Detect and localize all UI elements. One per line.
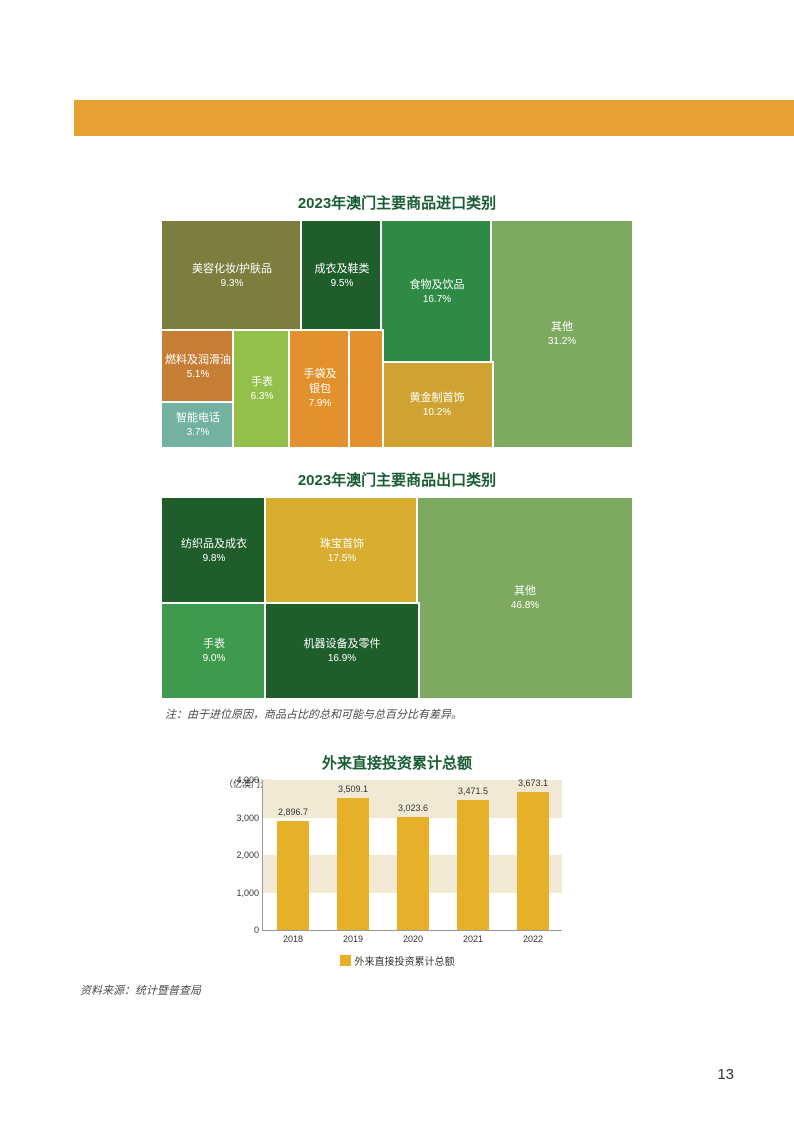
bar-column: 3,471.52021 xyxy=(457,800,489,930)
bar-ytick: 4,000 xyxy=(227,775,259,785)
page-number: 13 xyxy=(717,1066,734,1083)
treemap-cell: 其他46.8% xyxy=(418,498,632,698)
export-treemap: 纺织品及成衣9.8%珠宝首饰17.5%其他46.8%手表9.0%机器设备及零件1… xyxy=(162,498,632,698)
treemap-cell-label: 美容化妆/护肤品 xyxy=(192,262,272,277)
treemap-cell: 燃料及润滑油5.1% xyxy=(162,331,234,403)
bar-ytick: 1,000 xyxy=(227,888,259,898)
import-chart-title: 2023年澳门主要商品进口类别 xyxy=(0,192,794,213)
treemap-cell: 手表6.3% xyxy=(234,331,290,447)
treemap-cell-pct: 16.7% xyxy=(423,293,451,307)
page-content: 2023年澳门主要商品进口类别 美容化妆/护肤品9.3%成衣及鞋类9.5%食物及… xyxy=(0,170,794,998)
bar-value-label: 3,673.1 xyxy=(517,778,549,788)
treemap-cell-label: 手袋及 xyxy=(304,367,337,382)
treemap-cell-label: 黄金制首饰 xyxy=(410,391,465,406)
treemap-cell-pct: 5.1% xyxy=(187,368,210,382)
treemap-cell: 手袋及银包7.9% xyxy=(290,331,350,447)
treemap-cell-pct: 9.5% xyxy=(331,277,354,291)
treemap-cell-pct: 7.9% xyxy=(309,397,332,411)
treemap-cell-label: 其他 xyxy=(551,320,573,335)
top-accent-bar xyxy=(74,100,794,136)
export-chart-title: 2023年澳门主要商品出口类别 xyxy=(0,469,794,490)
treemap-cell-label: 燃料及润滑油 xyxy=(165,353,231,368)
bar-rect xyxy=(337,798,369,930)
treemap-cell-pct: 16.9% xyxy=(328,652,356,666)
treemap-cell-label: 纺织品及成衣 xyxy=(181,537,247,552)
data-source: 资料来源：统计暨普查局 xyxy=(80,982,794,998)
bar-rect xyxy=(277,821,309,930)
bar-value-label: 3,509.1 xyxy=(337,784,369,794)
bar-ytick: 2,000 xyxy=(227,850,259,860)
treemap-cell: 黄金制首饰10.2% xyxy=(382,363,492,447)
treemap-cell-pct: 3.7% xyxy=(187,426,210,440)
chart-note: 注：由于进位原因，商品占比的总和可能与总百分比有差异。 xyxy=(165,706,794,722)
bar-value-label: 3,471.5 xyxy=(457,786,489,796)
treemap-cell-pct: 9.0% xyxy=(203,652,226,666)
treemap-cell-pct: 6.3% xyxy=(251,390,274,404)
bar-column: 3,023.62020 xyxy=(397,817,429,930)
treemap-cell-label: 其他 xyxy=(514,584,536,599)
treemap-cell: 珠宝首饰17.5% xyxy=(266,498,418,604)
bar-x-label: 2022 xyxy=(517,934,549,944)
bar-x-label: 2018 xyxy=(277,934,309,944)
treemap-cell-label: 手表 xyxy=(203,637,225,652)
bar-rect xyxy=(397,817,429,930)
treemap-cell xyxy=(350,331,382,447)
treemap-cell-label: 成衣及鞋类 xyxy=(315,262,370,277)
treemap-cell: 智能电话3.7% xyxy=(162,403,234,447)
treemap-cell-pct: 46.8% xyxy=(511,599,539,613)
treemap-cell-pct: 17.5% xyxy=(328,552,356,566)
treemap-cell-label: 银包 xyxy=(309,382,331,397)
treemap-cell-pct: 10.2% xyxy=(423,406,451,420)
legend-label: 外来直接投资累计总额 xyxy=(355,957,455,968)
bar-value-label: 3,023.6 xyxy=(397,803,429,813)
treemap-cell-pct: 31.2% xyxy=(548,335,576,349)
treemap-cell: 纺织品及成衣9.8% xyxy=(162,498,266,604)
bar-column: 3,673.12022 xyxy=(517,792,549,930)
bar-ytick: 0 xyxy=(227,925,259,935)
bar-chart-title: 外来直接投资累计总额 xyxy=(0,752,794,773)
treemap-cell: 手表9.0% xyxy=(162,604,266,698)
bar-rect xyxy=(517,792,549,930)
bar-x-label: 2019 xyxy=(337,934,369,944)
bar-rect xyxy=(457,800,489,930)
bar-value-label: 2,896.7 xyxy=(277,807,309,817)
treemap-cell-label: 智能电话 xyxy=(176,411,220,426)
treemap-cell-label: 珠宝首饰 xyxy=(320,537,364,552)
bar-column: 3,509.12019 xyxy=(337,798,369,930)
treemap-cell-label: 机器设备及零件 xyxy=(304,637,381,652)
bar-legend: 外来直接投资累计总额 xyxy=(232,953,562,968)
bar-plot-area: 01,0002,0003,0004,0002,896.720183,509.12… xyxy=(262,781,562,931)
bar-chart: （亿澳门元） 01,0002,0003,0004,0002,896.720183… xyxy=(232,781,562,968)
import-treemap: 美容化妆/护肤品9.3%成衣及鞋类9.5%食物及饮品16.7%其他31.2%燃料… xyxy=(162,221,632,447)
treemap-cell-pct: 9.8% xyxy=(203,552,226,566)
treemap-cell: 美容化妆/护肤品9.3% xyxy=(162,221,302,331)
treemap-cell: 其他31.2% xyxy=(492,221,632,447)
treemap-cell-label: 手表 xyxy=(251,375,273,390)
treemap-cell: 食物及饮品16.7% xyxy=(382,221,492,363)
bar-column: 2,896.72018 xyxy=(277,821,309,930)
treemap-cell: 成衣及鞋类9.5% xyxy=(302,221,382,331)
treemap-cell: 机器设备及零件16.9% xyxy=(266,604,418,698)
bar-ytick: 3,000 xyxy=(227,813,259,823)
bar-x-label: 2020 xyxy=(397,934,429,944)
treemap-cell-label: 食物及饮品 xyxy=(410,278,465,293)
legend-swatch xyxy=(340,955,351,966)
bar-x-label: 2021 xyxy=(457,934,489,944)
treemap-cell-pct: 9.3% xyxy=(221,277,244,291)
